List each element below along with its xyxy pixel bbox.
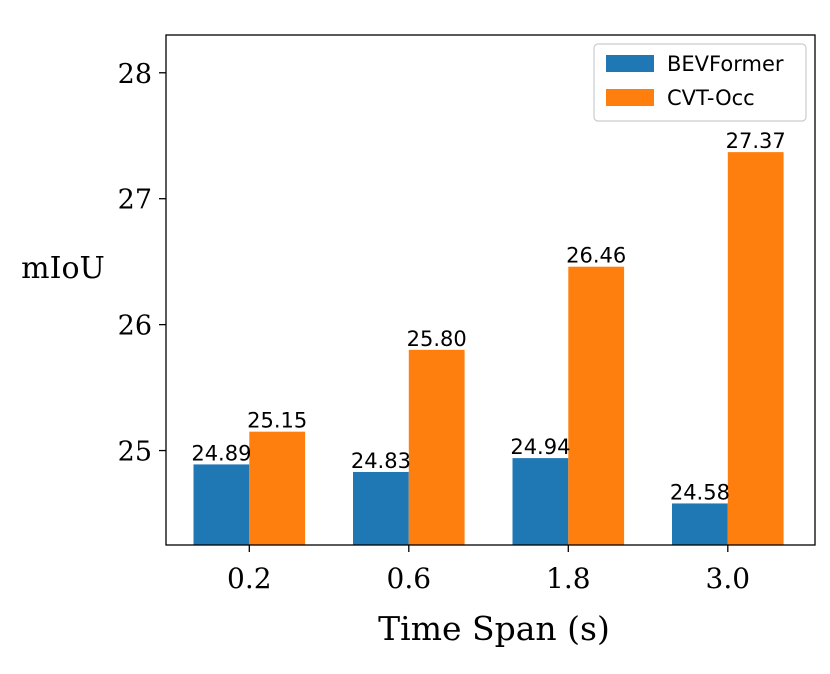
bars-layer (193, 152, 784, 545)
data-label-cvt-occ-0.6: 25.80 (407, 327, 467, 351)
bar-cvt-occ-1.8 (568, 266, 625, 545)
y-tick-label: 28 (118, 59, 152, 90)
x-tick-label: 0.2 (227, 562, 272, 595)
data-label-bevformer-0.2: 24.89 (191, 441, 251, 465)
y-axis-ticks: 25 26 27 28 (118, 59, 166, 468)
data-label-bevformer-3.0: 24.58 (670, 480, 730, 504)
x-tick-label: 1.8 (546, 562, 591, 595)
legend-label-bevformer: BEVFormer (667, 52, 784, 76)
x-tick-label: 0.6 (387, 562, 432, 595)
bar-cvt-occ-0.6 (408, 349, 465, 545)
x-tick-label: 3.0 (706, 562, 751, 595)
legend: BEVFormer CVT-Occ (593, 43, 807, 122)
bar-bevformer-0.6 (353, 471, 409, 545)
bar-bevformer-1.8 (512, 458, 569, 545)
bar-cvt-occ-3.0 (727, 152, 784, 545)
legend-label-cvt-occ: CVT-Occ (667, 86, 755, 110)
data-label-cvt-occ-1.8: 26.46 (566, 244, 626, 268)
y-tick-label: 26 (118, 311, 152, 342)
bar-bevformer-0.2 (193, 464, 250, 545)
y-axis-title: mIoU (21, 251, 105, 286)
x-axis-ticks: 0.2 0.6 1.8 3.0 (227, 545, 750, 595)
data-label-bevformer-1.8: 24.94 (510, 435, 570, 459)
x-axis-title: Time Span (s) (378, 609, 610, 648)
data-label-cvt-occ-0.2: 25.15 (247, 409, 307, 433)
legend-swatch-cvt-occ (606, 89, 654, 106)
bar-cvt-occ-0.2 (249, 431, 306, 545)
bar-bevformer-3.0 (672, 503, 728, 545)
y-tick-label: 25 (118, 437, 152, 468)
bar-labels-layer: 24.89 25.15 24.83 25.80 24.94 26.46 24.58 27.37 (191, 129, 785, 504)
y-tick-label: 27 (118, 185, 152, 216)
plot-frame (165, 34, 816, 546)
data-label-cvt-occ-3.0: 27.37 (726, 129, 786, 153)
data-label-bevformer-0.6: 24.83 (351, 449, 411, 473)
legend-swatch-bevformer (606, 55, 654, 72)
